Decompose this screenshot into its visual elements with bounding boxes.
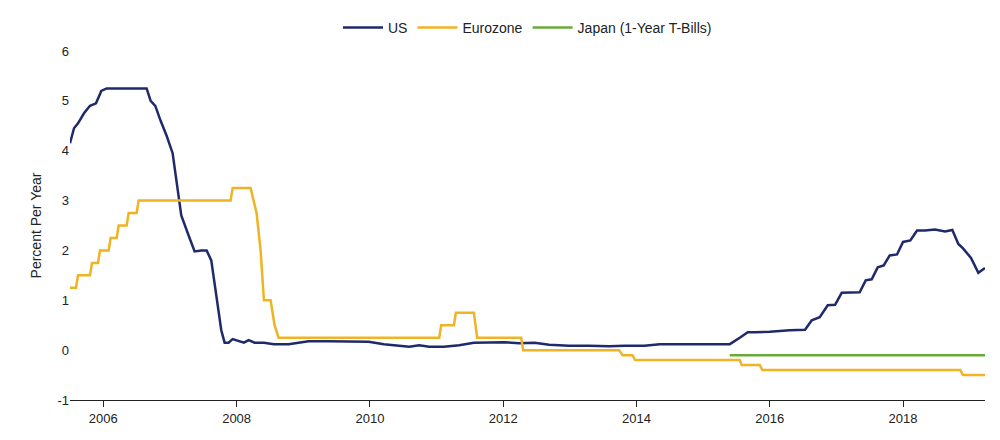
svg-text:Percent Per Year: Percent Per Year (28, 172, 44, 278)
svg-text:5: 5 (62, 93, 69, 108)
svg-text:2012: 2012 (489, 411, 518, 426)
svg-text:0: 0 (62, 343, 69, 358)
svg-text:2016: 2016 (755, 411, 784, 426)
svg-text:3: 3 (62, 193, 69, 208)
svg-text:2010: 2010 (355, 411, 384, 426)
svg-text:Eurozone: Eurozone (462, 20, 522, 36)
svg-text:US: US (388, 20, 407, 36)
svg-text:1: 1 (62, 293, 69, 308)
svg-text:6: 6 (62, 44, 69, 59)
svg-text:2006: 2006 (89, 411, 118, 426)
svg-text:2008: 2008 (222, 411, 251, 426)
svg-text:4: 4 (62, 143, 69, 158)
svg-text:Japan (1-Year T-Bills): Japan (1-Year T-Bills) (578, 20, 712, 36)
svg-text:2018: 2018 (889, 411, 918, 426)
svg-text:2: 2 (62, 243, 69, 258)
svg-text:-1: -1 (57, 393, 69, 408)
svg-text:2014: 2014 (622, 411, 651, 426)
